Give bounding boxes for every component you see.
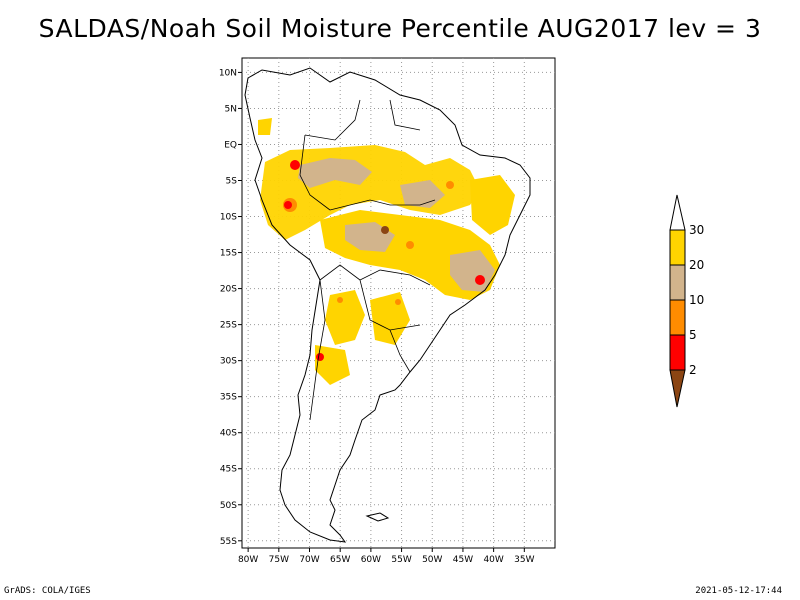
legend-swatch-5-10 — [669, 299, 686, 336]
shade-argentina — [315, 345, 350, 385]
lat-tick-label: 40S — [220, 429, 237, 439]
lat-tick-label: 25S — [220, 321, 237, 331]
map-title: SALDAS/Noah Soil Moisture Percentile AUG… — [38, 14, 762, 43]
country-borders — [299, 99, 436, 421]
lon-tick-label: 70W — [299, 555, 319, 565]
percentile-shading — [258, 118, 515, 385]
shade-amazon-tan — [298, 158, 372, 188]
render-timestamp: 2021-05-12-17:44 — [695, 586, 782, 596]
south-america-coastline — [244, 67, 531, 543]
legend-swatch-20-30 — [669, 229, 686, 266]
lon-tick-label: 75W — [269, 555, 289, 565]
legend-colorbar: 30 20 10 5 2 — [669, 194, 704, 408]
lat-tick-label: 5N — [225, 104, 237, 114]
lon-tick-label: 45W — [453, 555, 473, 565]
lon-tick-label: 55W — [391, 555, 411, 565]
lat-tick-label: 20S — [220, 285, 237, 295]
lat-tick-label: 10S — [220, 213, 237, 223]
lat-tick-label: 10N — [219, 68, 237, 78]
lat-tick-label: 30S — [220, 357, 237, 367]
lat-tick-label: 5S — [226, 177, 238, 187]
shade-orange-2 — [406, 241, 414, 249]
legend-swatch-10-20 — [669, 264, 686, 301]
legend-swatch-above-30 — [669, 194, 686, 231]
falklands — [365, 512, 390, 522]
shade-brown-1 — [381, 226, 389, 234]
lon-tick-label: 80W — [238, 555, 258, 565]
lon-tick-label: 35W — [514, 555, 534, 565]
lon-tick-label: 60W — [361, 555, 381, 565]
shade-red-3 — [475, 275, 485, 285]
lat-tick-label: 50S — [220, 501, 237, 511]
lat-tick-label: 45S — [220, 465, 237, 475]
legend-swatch-2-5 — [669, 334, 686, 371]
shade-paraguay — [325, 290, 365, 345]
shade-red-1 — [290, 160, 300, 170]
legend-label-5: 5 — [689, 328, 697, 342]
legend-label-10: 10 — [689, 293, 704, 307]
shade-amazon-tan2 — [400, 180, 445, 208]
shade-orange-3 — [446, 181, 454, 189]
legend-swatch-below-2 — [669, 369, 686, 408]
lat-tick-label: 15S — [220, 249, 237, 259]
latitude-tick-labels: 10N 5N EQ 5S 10S 15S 20S 25S 30S 35S 40S 45S 50S 55S — [219, 68, 242, 547]
shade-argentina-ne — [370, 292, 410, 345]
longitude-tick-labels: 80W 75W 70W 65W 60W 55W 50W 45W 40W 35W — [238, 548, 535, 565]
lat-tick-label: EQ — [224, 140, 237, 150]
lat-tick-label: 55S — [220, 537, 237, 547]
lon-tick-label: 65W — [330, 555, 350, 565]
legend-label-30: 30 — [689, 223, 704, 237]
lon-tick-label: 40W — [483, 555, 503, 565]
grads-credit: GrADS: COLA/IGES — [4, 586, 91, 596]
lon-tick-label: 50W — [422, 555, 442, 565]
shade-orange-4 — [395, 299, 401, 305]
shade-orange-5 — [337, 297, 343, 303]
shade-red-2 — [284, 201, 292, 209]
legend-label-2: 2 — [689, 363, 697, 377]
lat-tick-label: 35S — [220, 393, 237, 403]
shade-red-4 — [316, 353, 324, 361]
shade-ne-brazil — [470, 175, 515, 235]
legend-label-20: 20 — [689, 258, 704, 272]
shade-nw — [258, 118, 272, 135]
